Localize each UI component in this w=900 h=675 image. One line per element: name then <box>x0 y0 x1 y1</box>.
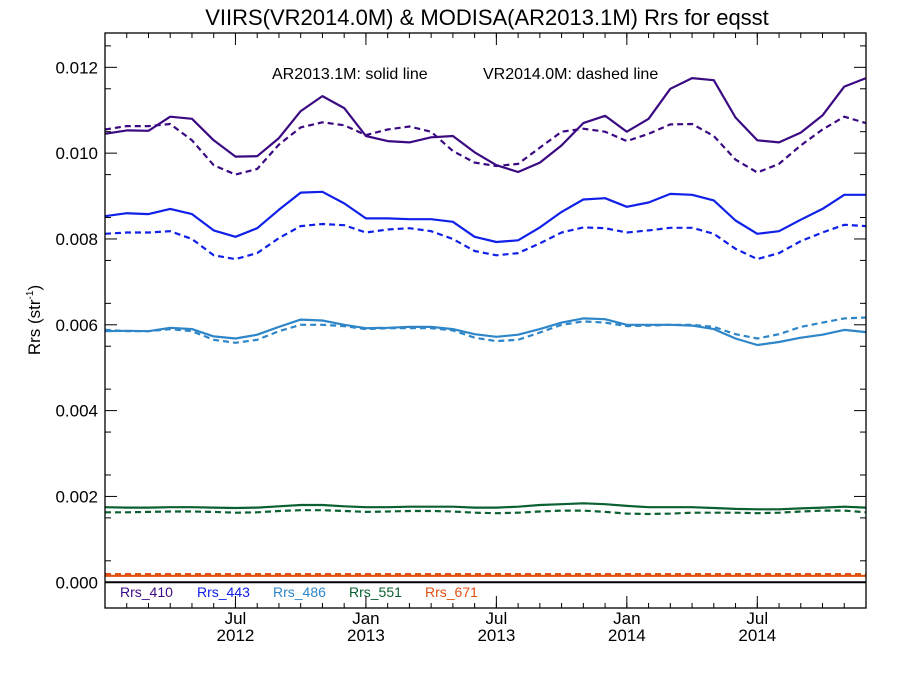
annotation-dashed-line: VR2014.0M: dashed line <box>483 66 658 83</box>
annotation-solid-line: AR2013.1M: solid line <box>272 66 428 83</box>
x-tick-year-label: 2012 <box>217 626 255 645</box>
y-tick-label: 0.008 <box>55 230 98 249</box>
y-axis-label-text: Rrs (str-1) <box>25 285 44 355</box>
y-axis-label-main: Rrs (str <box>25 299 44 355</box>
y-axis-label-superscript: -1 <box>25 290 36 299</box>
rrs-410-dashed-line <box>104 115 867 176</box>
x-tick-year-label: 2014 <box>738 626 776 645</box>
y-tick-label: 0.010 <box>55 144 98 163</box>
legend-entry-rrs-410: Rrs_410 <box>120 584 173 600</box>
legend-entry-rrs-486: Rrs_486 <box>273 584 326 600</box>
x-tick-year-label: 2013 <box>347 626 385 645</box>
rrs-486-dashed-line <box>104 316 867 344</box>
rrs-443-solid-line <box>104 190 866 244</box>
x-tick-month-label: Jul <box>225 609 247 628</box>
rrs-443-dashed-line <box>104 222 867 261</box>
x-tick-month-label: Jul <box>486 609 508 628</box>
y-axis-label: Rrs (str-1) <box>25 285 44 355</box>
plot-frame <box>104 32 867 609</box>
x-tick-month-label: Jan <box>352 609 379 628</box>
y-tick-label: 0.006 <box>55 316 98 335</box>
x-tick-year-label: 2014 <box>608 626 646 645</box>
x-tick-year-label: 2013 <box>477 626 515 645</box>
y-tick-label: 0.012 <box>55 58 98 77</box>
y-tick-label: 0.000 <box>55 573 98 592</box>
axis-ticks-and-labels: 0.0000.0020.0040.0060.0080.0100.012Jul20… <box>55 33 866 645</box>
legend-entry-rrs-671: Rrs_671 <box>425 584 478 600</box>
y-tick-label: 0.004 <box>55 402 98 421</box>
y-axis-label-close: ) <box>25 285 44 291</box>
x-tick-month-label: Jul <box>746 609 768 628</box>
y-tick-label: 0.002 <box>55 487 98 506</box>
legend: Rrs_410 Rrs_443 Rrs_486 Rrs_551 Rrs_671 <box>120 584 478 600</box>
rrs-410-solid-line <box>104 76 867 174</box>
x-tick-month-label: Jan <box>613 609 640 628</box>
series-lines <box>104 76 867 577</box>
chart-title: VIIRS(VR2014.0M) & MODISA(AR2013.1M) Rrs… <box>205 5 769 30</box>
rrs-486-solid-line <box>104 317 867 347</box>
rrs-551-solid-line <box>104 502 867 511</box>
rrs-551-dashed-line <box>105 509 867 516</box>
legend-entry-rrs-443: Rrs_443 <box>197 584 250 600</box>
legend-entry-rrs-551: Rrs_551 <box>349 584 402 600</box>
